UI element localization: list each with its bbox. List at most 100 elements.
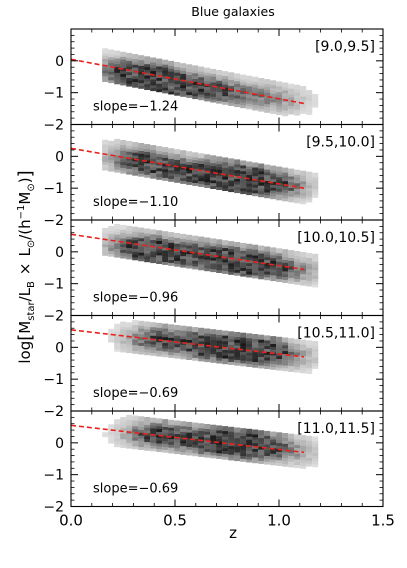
density-cell [180, 155, 187, 161]
density-cell [162, 76, 169, 82]
density-cell [174, 149, 181, 155]
density-cell [144, 341, 151, 347]
density-cell [288, 258, 295, 264]
density-cell [264, 184, 271, 190]
density-cell [114, 67, 121, 73]
density-cell [204, 70, 211, 76]
density-cell [204, 257, 211, 263]
density-cell [300, 196, 307, 202]
density-cell [216, 259, 223, 265]
density-cell [174, 255, 181, 261]
density-cell [210, 433, 217, 439]
density-cell [282, 275, 289, 280]
density-cell [102, 48, 109, 54]
density-cell [126, 55, 133, 61]
density-cell [312, 462, 319, 468]
density-cell [210, 97, 217, 103]
density-cell [240, 74, 247, 80]
density-cell [168, 344, 175, 350]
density-cell [216, 242, 223, 248]
density-cell [300, 272, 307, 277]
density-cell [132, 432, 139, 438]
density-cell [264, 84, 271, 90]
density-cell [216, 434, 223, 439]
density-cell [120, 437, 127, 443]
density-cell [138, 69, 145, 75]
density-cell [192, 238, 199, 244]
density-cell [180, 176, 187, 181]
density-cell [138, 145, 145, 151]
density-cell [258, 433, 265, 439]
density-cell [306, 177, 313, 183]
density-cell [162, 436, 169, 442]
density-cell [186, 165, 193, 171]
density-cell [240, 186, 247, 192]
density-cell [204, 432, 211, 438]
density-cell [240, 335, 247, 341]
density-cell [168, 89, 175, 95]
density-cell [240, 251, 247, 257]
density-cell [132, 340, 139, 346]
density-cell [288, 180, 295, 186]
density-cell [120, 324, 127, 330]
density-cell [174, 333, 181, 339]
density-cell [198, 173, 205, 179]
density-cell [102, 230, 109, 236]
density-cell [258, 447, 265, 453]
density-cell [228, 161, 235, 167]
density-cell [174, 437, 181, 443]
density-cell [168, 350, 175, 356]
density-cell [234, 76, 241, 82]
density-cell [180, 429, 187, 435]
density-cell [114, 419, 121, 425]
density-cell [282, 438, 289, 444]
density-cell [258, 254, 265, 260]
density-cell [186, 439, 193, 445]
density-cell [132, 328, 139, 334]
density-cell [114, 332, 121, 338]
panel-1: 0−1−2[9.0,9.5]slope=−1.24 [43, 28, 384, 134]
density-cell [204, 162, 211, 168]
density-cell [198, 83, 205, 89]
density-cell [162, 85, 169, 91]
density-cell [114, 436, 121, 442]
density-cell [228, 435, 235, 441]
density-cell [252, 253, 259, 259]
density-cell [180, 74, 187, 80]
density-cell [246, 336, 253, 342]
density-cell [312, 94, 319, 99]
density-cell [312, 96, 319, 102]
density-cell [120, 230, 127, 236]
density-cell [150, 156, 157, 162]
density-cell [216, 239, 223, 245]
density-cell [306, 453, 313, 458]
density-cell [120, 434, 127, 440]
density-cell [228, 244, 235, 249]
density-cell [132, 331, 139, 337]
density-cell [276, 348, 283, 354]
density-cell [222, 342, 229, 347]
density-cell [108, 246, 115, 251]
density-cell [276, 251, 283, 257]
density-cell [282, 102, 289, 108]
density-cell [222, 336, 229, 342]
density-cell [120, 80, 127, 86]
density-cell [156, 236, 163, 241]
density-cell [252, 99, 259, 105]
density-cell [120, 74, 127, 80]
density-cell [252, 267, 259, 273]
density-cell [186, 171, 193, 177]
density-cell [162, 88, 169, 94]
density-cell [222, 177, 229, 183]
density-cell [210, 346, 217, 352]
density-cell [120, 431, 127, 437]
density-cell [270, 361, 277, 367]
density-cell [216, 173, 223, 179]
density-cell [180, 449, 187, 455]
density-cell [132, 229, 139, 235]
density-cell [132, 167, 139, 173]
density-cell [222, 446, 229, 452]
density-cell [114, 53, 121, 59]
density-cell [246, 75, 253, 81]
density-cell [222, 174, 229, 180]
